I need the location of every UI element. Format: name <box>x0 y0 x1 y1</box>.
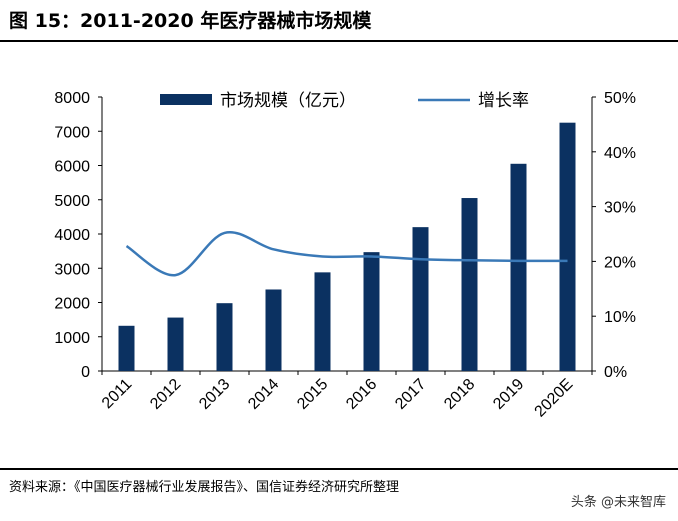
source-note: 资料来源：《中国医疗器械行业发展报告》、国信证券经济研究所整理 <box>9 480 400 495</box>
x-tick-label: 2020E <box>532 376 577 421</box>
bar <box>216 303 233 371</box>
x-tick-label: 2014 <box>245 376 282 413</box>
bar <box>118 325 135 371</box>
bar <box>559 122 576 371</box>
y-left-tick-label: 6000 <box>54 159 90 176</box>
chart-area: 0 1000 2000 3000 4000 5000 6000 7000 8000 0% 10% 20… <box>0 44 678 464</box>
bar <box>510 163 527 371</box>
x-tick-label: 2011 <box>99 376 135 412</box>
legend-line-label: 增长率 <box>478 91 529 110</box>
market-size-chart: 0 1000 2000 3000 4000 5000 6000 7000 8000 0% 10% 20… <box>54 90 636 421</box>
y-right-tick-label: 30% <box>604 200 636 217</box>
y-right-tick-label: 20% <box>604 254 636 271</box>
bar <box>412 227 429 371</box>
bar <box>314 272 331 371</box>
bar <box>363 252 380 371</box>
y-left-tick-label: 8000 <box>54 90 90 107</box>
watermark: 头条 @未来智库 <box>564 489 672 512</box>
x-tick-label: 2015 <box>294 376 331 413</box>
y-left-tick-label: 3000 <box>54 261 90 278</box>
title-rule <box>0 40 678 42</box>
x-tick-label: 2012 <box>147 376 184 413</box>
legend-bar-label: 市场规模（亿元） <box>220 91 356 110</box>
figure-header: 图 15：2011-2020 年医疗器械市场规模 <box>0 0 678 40</box>
y-left-tick-label: 2000 <box>54 296 90 313</box>
figure-title: 图 15：2011-2020 年医疗器械市场规模 <box>9 10 372 32</box>
x-tick-label: 2013 <box>196 376 233 413</box>
x-tick-label: 2016 <box>343 376 380 413</box>
y-right-tick-label: 50% <box>604 90 636 107</box>
y-left-tick-label: 1000 <box>54 330 90 347</box>
y-left-tick-label: 5000 <box>54 193 90 210</box>
x-tick-label: 2018 <box>441 376 478 413</box>
bar <box>167 317 184 371</box>
y-left-tick-label: 7000 <box>54 124 90 141</box>
y-right-tick-label: 10% <box>604 309 636 326</box>
y-right-tick-label: 0% <box>604 364 627 381</box>
bar <box>461 198 478 371</box>
bar <box>265 289 282 371</box>
y-left-tick-label: 0 <box>81 364 90 381</box>
x-tick-label: 2017 <box>392 376 429 413</box>
legend-bar-swatch <box>160 94 212 105</box>
y-right-tick-label: 40% <box>604 145 636 162</box>
footer-rule <box>0 468 678 470</box>
x-tick-label: 2019 <box>490 376 527 413</box>
y-left-tick-label: 4000 <box>54 227 90 244</box>
growth-rate-line <box>125 230 568 277</box>
